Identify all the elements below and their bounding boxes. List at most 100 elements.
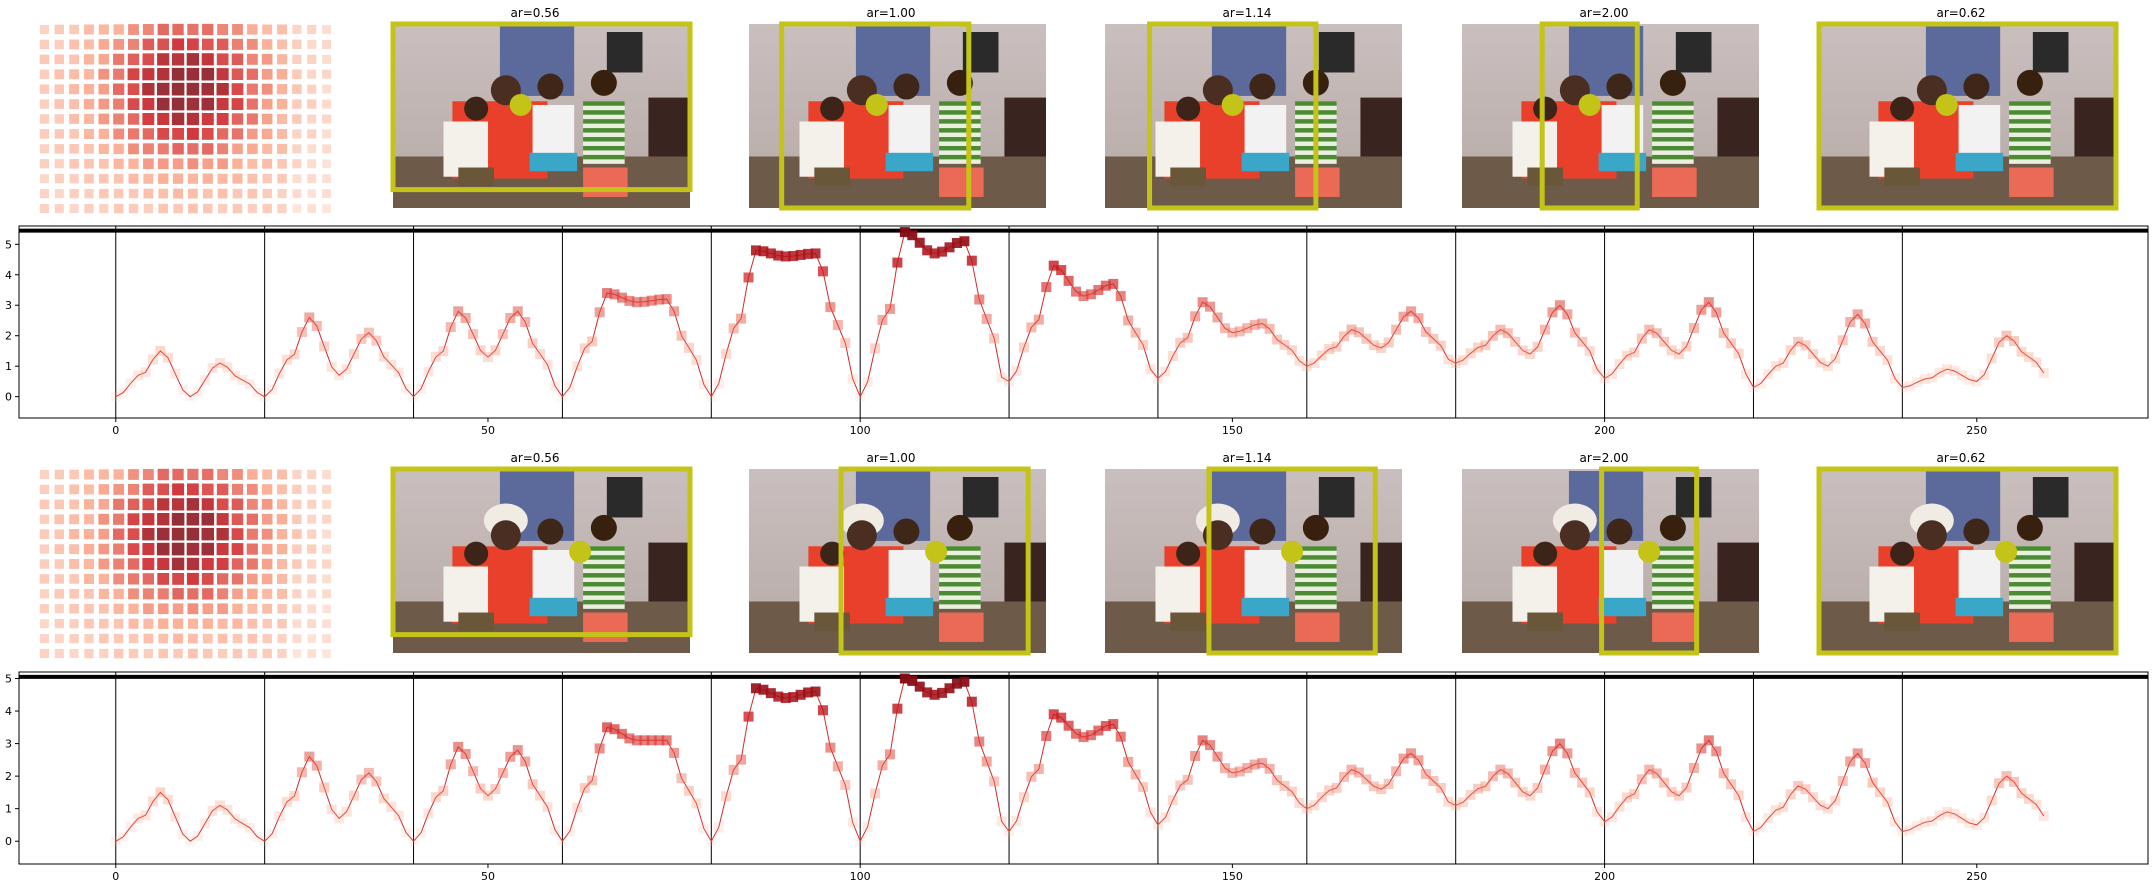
data-point <box>587 336 598 347</box>
shirt-stripe <box>1652 582 1694 587</box>
heatmap-cell <box>39 69 50 79</box>
data-point <box>423 808 434 819</box>
data-point <box>162 794 173 805</box>
shorts <box>1170 167 1206 186</box>
data-point <box>1867 336 1878 347</box>
data-point <box>1845 756 1856 767</box>
heatmap-cell <box>307 114 317 124</box>
heatmap-cell <box>187 173 198 184</box>
heatmap-cell <box>307 99 317 109</box>
data-point <box>1160 812 1171 823</box>
heatmap-cell <box>171 112 185 126</box>
y-tick-label: 5 <box>5 673 12 686</box>
data-point <box>2001 771 2012 782</box>
data-point <box>989 333 1000 344</box>
data-point <box>1249 759 1260 770</box>
data-point <box>602 288 613 299</box>
person-head <box>1249 518 1276 545</box>
heatmap-cell <box>201 113 214 126</box>
heatmap-cell <box>217 573 229 585</box>
data-point <box>185 836 196 847</box>
y-tick-label: 1 <box>5 803 12 816</box>
data-point <box>1450 800 1461 811</box>
data-point <box>847 817 858 828</box>
heatmap-cell <box>201 573 214 585</box>
data-point <box>1726 779 1737 790</box>
anchor-box <box>779 21 972 211</box>
heatmap-cell <box>142 558 155 570</box>
heatmap-cell <box>84 158 94 169</box>
heatmap-cell <box>231 573 244 585</box>
data-point <box>937 687 948 698</box>
photo-panel-5: ar=0.62 <box>1816 6 2119 211</box>
data-point <box>981 756 992 767</box>
data-point <box>237 374 248 385</box>
data-point <box>1584 787 1595 798</box>
heatmap-cell <box>322 559 332 569</box>
anchor-box <box>1206 466 1378 656</box>
data-point <box>378 793 389 804</box>
heatmap-cell <box>83 69 94 80</box>
heatmap-cell <box>54 144 64 154</box>
data-point <box>1822 361 1833 372</box>
data-point <box>1465 789 1476 800</box>
heatmap-cell <box>232 143 243 155</box>
data-point <box>1078 732 1089 743</box>
heatmap-cell <box>201 498 214 511</box>
data-point <box>356 774 367 785</box>
data-point <box>1324 344 1335 355</box>
data-point <box>1770 361 1781 372</box>
shirt-stripe <box>583 555 625 560</box>
heatmap-cell <box>39 54 50 65</box>
heatmap-cell <box>276 514 288 525</box>
heatmap-cell <box>262 484 273 495</box>
heatmap-cell <box>157 82 170 96</box>
data-point <box>1666 786 1677 797</box>
data-point <box>683 342 694 353</box>
person-head <box>846 520 877 551</box>
heatmap-cell <box>262 173 272 184</box>
blue-shorts <box>529 597 578 617</box>
data-point <box>1882 355 1893 366</box>
heatmap-cell <box>157 513 170 526</box>
heatmap-cell <box>292 204 302 213</box>
data-point <box>207 805 218 816</box>
heatmap-cell <box>39 99 49 109</box>
data-point <box>654 735 665 746</box>
data-point <box>1279 780 1290 791</box>
heatmap-cell <box>128 38 139 50</box>
data-point <box>1659 777 1670 788</box>
data-point <box>951 238 962 249</box>
data-point <box>1234 326 1245 337</box>
person-head <box>2016 69 2043 96</box>
heatmap-cell <box>83 54 95 65</box>
heatmap-cell <box>217 588 229 600</box>
data-point <box>453 306 464 317</box>
data-point <box>795 689 806 700</box>
data-point <box>706 391 717 402</box>
heatmap-cell <box>99 158 109 169</box>
data-point <box>1577 777 1588 788</box>
photo-panel-4: ar=2.00 <box>1462 6 1759 211</box>
data-point <box>274 368 285 379</box>
data-point <box>1770 805 1781 816</box>
data-point <box>1889 816 1900 827</box>
image-row-1: ar=0.56 ar=1.00 ar=1.14 ar=2.00 ar=0.62 <box>39 6 2119 214</box>
heatmap-cell <box>69 589 79 599</box>
shirt-stripe <box>583 137 625 142</box>
data-point <box>430 792 441 803</box>
heatmap-cell <box>142 498 155 511</box>
data-point <box>557 836 568 847</box>
data-point <box>207 363 218 374</box>
heatmap-cell <box>83 113 94 124</box>
data-point <box>698 823 709 834</box>
heatmap-cell <box>172 588 184 600</box>
heatmap-cell <box>277 114 287 125</box>
person-head <box>1249 73 1276 100</box>
data-point <box>423 366 434 377</box>
heatmap-cell <box>261 528 273 540</box>
anchor-box <box>390 21 693 193</box>
data-point <box>497 767 508 778</box>
data-point <box>1837 776 1848 787</box>
person-head <box>1302 514 1329 541</box>
